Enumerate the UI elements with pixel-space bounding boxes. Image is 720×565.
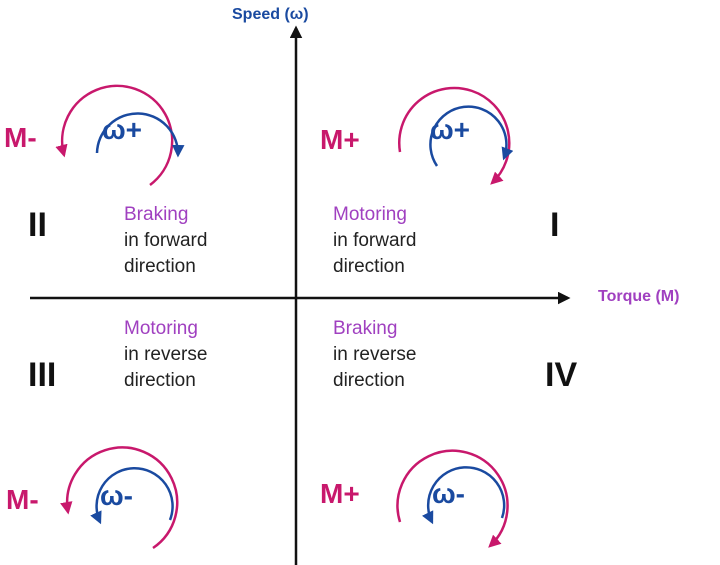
quadrant-1-line2: direction — [333, 256, 405, 277]
quadrant-4-torque: M+ — [320, 478, 360, 509]
speed-axis-label: Speed (ω) — [232, 6, 309, 23]
quadrant-3-numeral: III — [28, 356, 57, 394]
q4-torque-arrow — [396, 449, 509, 548]
quadrant-3-mode: Motoring — [124, 318, 198, 339]
quadrant-4-speed: ω- — [432, 478, 465, 509]
quadrant-1-mode: Motoring — [333, 204, 407, 225]
quadrant-2-line1: in forward — [124, 230, 208, 251]
quadrant-1-line1: in forward — [333, 230, 417, 251]
quadrant-1-numeral: I — [550, 206, 560, 244]
quadrant-2-numeral: II — [28, 206, 47, 244]
quadrant-4-line2: direction — [333, 370, 405, 391]
q3-speed-arrow — [90, 467, 174, 525]
torque-axis-label: Torque (M) — [598, 288, 680, 305]
quadrant-3-line2: direction — [124, 370, 196, 391]
quadrant-2-text: Braking in forward direction — [124, 202, 207, 280]
quadrant-2-torque: M- — [4, 122, 37, 153]
quadrant-1-text: Motoring in forward direction — [333, 202, 416, 280]
quadrant-4-line1: in reverse — [333, 344, 417, 365]
q2-speed-arrow — [95, 112, 185, 158]
quadrant-1-speed: ω+ — [430, 114, 471, 145]
quadrant-2-line2: direction — [124, 256, 196, 277]
quadrant-3-torque: M- — [6, 484, 39, 515]
quadrant-3-text: Motoring in reverse direction — [124, 316, 207, 394]
quadrant-3-speed: ω- — [100, 480, 133, 511]
quadrant-2-speed: ω+ — [102, 114, 143, 145]
quadrant-2-mode: Braking — [124, 204, 189, 225]
q2-torque-arrow — [55, 84, 174, 187]
q3-torque-arrow — [60, 446, 179, 550]
quadrant-3-line1: in reverse — [124, 344, 208, 365]
quadrant-4-numeral: IV — [545, 356, 578, 394]
quadrant-1-torque: M+ — [320, 124, 360, 155]
quadrant-4-mode: Braking — [333, 318, 398, 339]
q1-speed-arrow — [429, 105, 514, 167]
quadrant-4-text: Braking in reverse direction — [333, 316, 416, 394]
q4-speed-arrow — [422, 466, 506, 525]
